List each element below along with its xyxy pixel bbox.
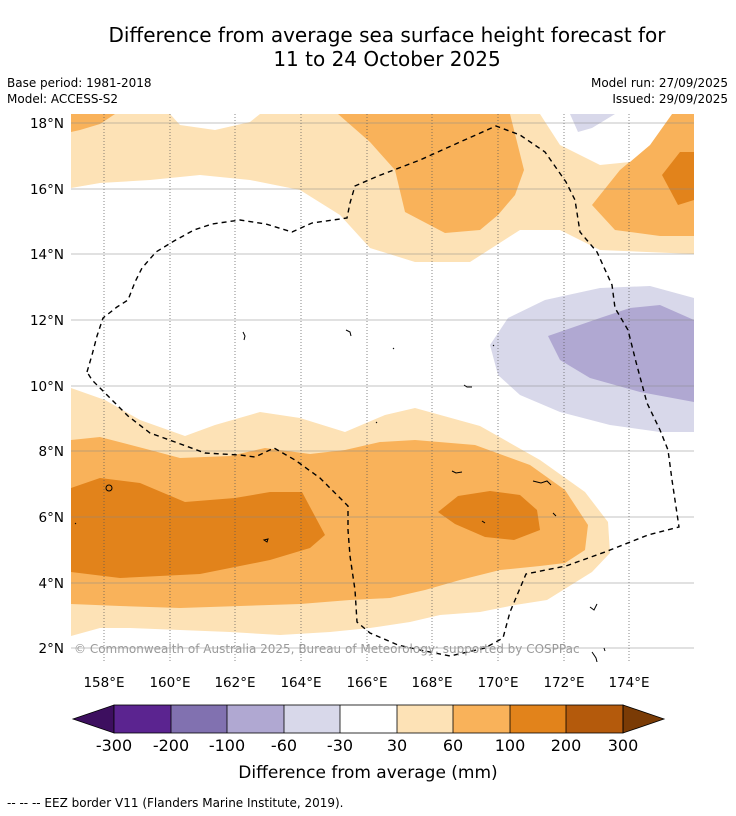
south-anomaly-100-200-east (438, 491, 540, 540)
colorbar-bin (397, 705, 453, 733)
lon-label: 170°E (477, 675, 518, 691)
copyright-text: © Commonwealth of Australia 2025, Bureau… (74, 642, 580, 656)
grid-lines (103, 114, 630, 662)
colorbar-tick-label: -30 (327, 736, 353, 755)
eez-border-line (86, 125, 680, 657)
north-band-gap-2 (540, 114, 672, 165)
metadata-left: Base period: 1981-2018 Model: ACCESS-S2 (7, 75, 152, 107)
colorbar-tick-label: -200 (153, 736, 189, 755)
model-run-text: Model run: 27/09/2025 (590, 76, 728, 90)
map-panel: © Commonwealth of Australia 2025, Bureau… (71, 114, 694, 662)
longitude-labels: 158°E 160°E 162°E 164°E 166°E 168°E 170°… (83, 675, 649, 691)
north-anomaly-60-100-central (338, 114, 524, 233)
colorbar-bin (227, 705, 284, 733)
colorbar-tick-label: 200 (551, 736, 582, 755)
north-anomaly-60-100-east (592, 114, 694, 236)
issued-text: Issued: 29/09/2025 (612, 92, 728, 106)
lon-label: 158°E (83, 675, 124, 691)
east-negative-60-100 (548, 305, 694, 402)
lon-label: 162°E (214, 675, 255, 691)
north-band-gap-1 (170, 114, 260, 130)
colorbar-over-arrow (622, 704, 666, 734)
metadata-right: Model run: 27/09/2025 Issued: 29/09/2025 (591, 75, 728, 107)
colorbar-bin (340, 705, 397, 733)
colorbar: -300 -200 -100 -60 -30 30 60 100 200 300… (71, 704, 666, 783)
lat-label: 16°N (30, 182, 64, 198)
chart-title-line-1: Difference from average sea surface heig… (108, 23, 666, 47)
base-period-text: Base period: 1981-2018 (7, 76, 152, 90)
lat-label: 18°N (30, 116, 64, 132)
lon-label: 174°E (608, 675, 649, 691)
lon-label: 164°E (280, 675, 321, 691)
colorbar-tick-label: 30 (387, 736, 407, 755)
colorbar-bin (510, 705, 566, 733)
south-anomaly-100-200-west (71, 478, 325, 578)
chart-title-line-2: 11 to 24 October 2025 (273, 47, 501, 71)
lon-label: 166°E (346, 675, 387, 691)
lat-label: 6°N (39, 510, 64, 526)
colorbar-bin (114, 705, 171, 733)
colorbar-tick-label: 100 (495, 736, 526, 755)
eez-footnote: -- -- -- EEZ border V11 (Flanders Marine… (7, 796, 344, 810)
north-anomaly-30-60 (71, 114, 694, 262)
colorbar-label: Difference from average (mm) (238, 763, 497, 783)
colorbar-tick-label: -300 (96, 736, 132, 755)
lat-label: 14°N (30, 247, 64, 263)
latitude-labels: 18°N 16°N 14°N 12°N 10°N 8°N 6°N 4°N 2°N (30, 116, 64, 657)
lon-label: 172°E (543, 675, 584, 691)
lat-label: 2°N (39, 641, 64, 657)
lat-label: 8°N (39, 444, 64, 460)
islands (74, 329, 606, 662)
colorbar-bin (453, 705, 510, 733)
colorbar-bin (171, 705, 227, 733)
colorbar-under-arrow (71, 704, 115, 734)
colorbar-tick-label: -100 (209, 736, 245, 755)
colorbar-tick-label: -60 (271, 736, 297, 755)
colorbar-tick-label: 300 (608, 736, 639, 755)
colorbar-bin (566, 705, 623, 733)
lon-label: 160°E (149, 675, 190, 691)
colorbar-bin (284, 705, 340, 733)
lat-label: 10°N (30, 379, 64, 395)
lat-label: 12°N (30, 313, 64, 329)
lon-label: 168°E (411, 675, 452, 691)
lat-label: 4°N (39, 576, 64, 592)
north-anomaly-100-200-east (662, 152, 694, 205)
lat-grid-lines (71, 122, 694, 649)
model-text: Model: ACCESS-S2 (7, 92, 119, 106)
colorbar-tick-label: 60 (443, 736, 463, 755)
